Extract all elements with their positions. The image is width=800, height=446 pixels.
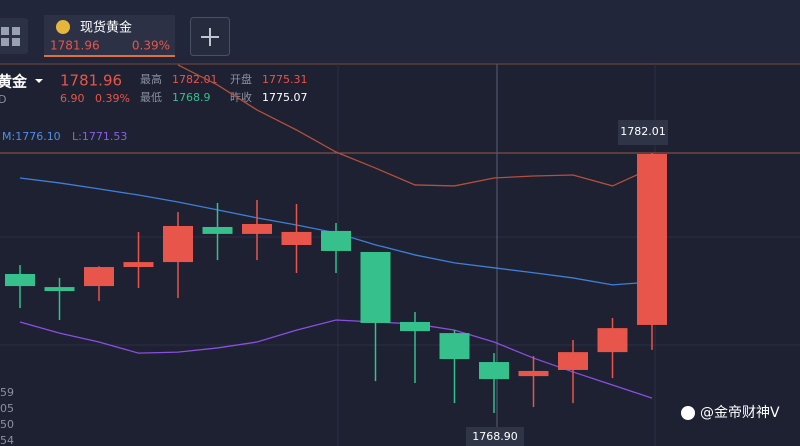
- axis-label: 05: [0, 402, 14, 415]
- candle-body: [123, 262, 154, 268]
- high-value: 1782.01: [172, 73, 218, 86]
- m-indicator: M:1776.10: [2, 130, 61, 143]
- prev-close-label: 昨收: [230, 90, 252, 104]
- tab-change: 0.39%: [132, 39, 170, 53]
- candle-body: [44, 287, 75, 292]
- candle-body: [202, 226, 233, 234]
- low-value: 1768.9: [172, 91, 211, 104]
- candle-body: [439, 333, 470, 360]
- candle-body: [321, 230, 351, 251]
- quote-change: 6.90: [60, 92, 85, 105]
- indicator-line: [177, 64, 653, 187]
- candle-body: [479, 362, 509, 380]
- l-indicator: L:1771.53: [72, 130, 127, 143]
- tab-title: 现货黄金: [80, 20, 132, 36]
- quote-price: 1781.96: [60, 72, 122, 90]
- gold-icon: [56, 20, 70, 34]
- candle-body: [242, 223, 272, 234]
- candle-body: [637, 153, 667, 325]
- dropdown[interactable]: [35, 79, 43, 83]
- low-marker-box: [466, 427, 524, 446]
- candlestick-plot: [5, 64, 667, 413]
- grid: [0, 64, 800, 446]
- candle-body: [558, 352, 588, 370]
- candle-body: [281, 231, 312, 246]
- prev-close-value: 1775.07: [262, 91, 308, 104]
- high-marker: 1782.01: [620, 125, 666, 138]
- quote-change-pct: 0.39%: [95, 92, 130, 105]
- candle-body: [5, 273, 35, 287]
- plus-icon: [201, 28, 219, 46]
- candle-body: [360, 251, 391, 323]
- candle-body: [84, 267, 114, 287]
- grid-icon: [1, 27, 20, 46]
- axis-label: 54: [0, 434, 14, 446]
- indicator-line: [19, 319, 653, 399]
- candle-body: [597, 328, 628, 353]
- high-marker-box: [618, 120, 668, 145]
- axis-label: 59: [0, 386, 14, 399]
- watermark-icon: [681, 406, 695, 420]
- watermark: @金帝财神V: [700, 405, 780, 421]
- quote-code: D: [0, 93, 6, 106]
- left-axis: 59 05 50 54: [0, 386, 14, 446]
- high-label: 最高: [140, 72, 162, 86]
- candle-body: [400, 321, 430, 332]
- tab-price: 1781.96: [50, 39, 100, 53]
- open-label: 开盘: [230, 72, 252, 86]
- low-label: 最低: [140, 91, 162, 104]
- grid-button[interactable]: [0, 18, 28, 54]
- candle-body: [518, 370, 549, 377]
- axis-label: 50: [0, 418, 14, 431]
- low-marker: 1768.90: [472, 430, 518, 443]
- open-value: 1775.31: [262, 73, 308, 86]
- candle-body: [163, 225, 193, 263]
- quote-name: 黄金: [0, 73, 28, 91]
